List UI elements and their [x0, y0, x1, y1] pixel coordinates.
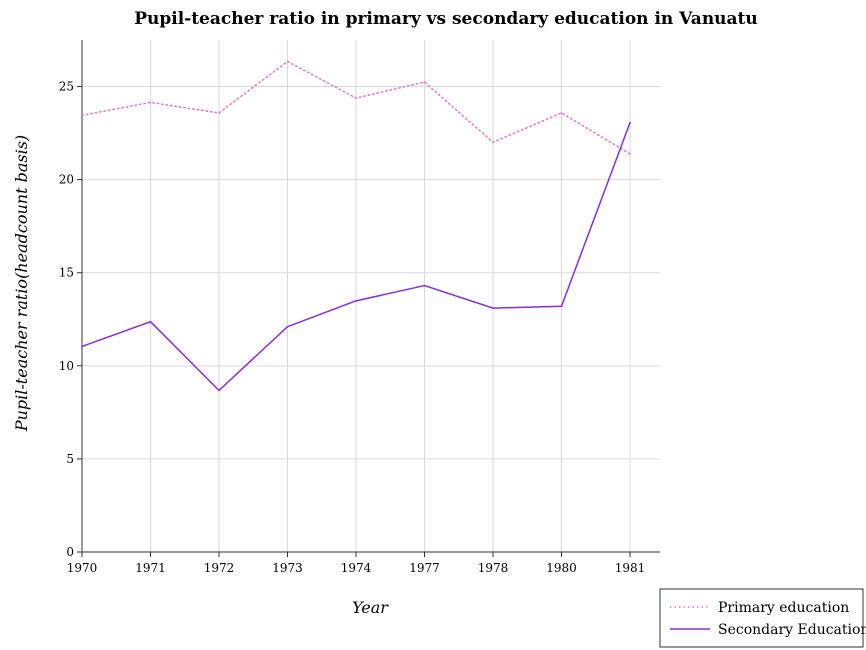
x-tick-label: 1971	[135, 561, 166, 575]
x-tick-labels: 1970 1971 1972 1973 1974 1977 1978 1980 1981	[67, 561, 646, 575]
data-point	[81, 345, 83, 348]
x-tick-label: 1972	[204, 561, 235, 575]
x-tick-label: 1977	[409, 561, 440, 575]
grid	[81, 40, 660, 553]
legend-label: Primary education	[718, 600, 849, 616]
data-point	[218, 389, 220, 392]
data-point	[286, 60, 289, 63]
y-tick-label: 15	[59, 266, 74, 280]
x-tick-label: 1974	[341, 561, 372, 575]
data-point	[218, 112, 220, 114]
y-tick-labels: 0 5 10 15 20 25	[59, 80, 74, 559]
data-point	[81, 114, 83, 117]
legend-box	[659, 588, 864, 648]
x-tick-label: 1980	[546, 561, 577, 575]
y-tick-label: 5	[66, 452, 74, 466]
data-point	[423, 284, 426, 287]
chart-title: Pupil-teacher ratio in primary vs second…	[134, 9, 758, 29]
data-point	[423, 81, 426, 83]
data-point	[629, 153, 631, 155]
data-point	[560, 305, 563, 308]
x-tick-label: 1970	[67, 561, 98, 575]
legend: Primary education Secondary Education	[659, 588, 866, 648]
y-tick-label: 20	[59, 173, 74, 187]
y-tick-label: 10	[59, 359, 74, 373]
x-axis-label: Year	[352, 598, 389, 617]
data-point	[355, 300, 357, 302]
y-tick-label: 0	[66, 545, 74, 559]
data-point	[149, 320, 152, 323]
series	[81, 60, 631, 392]
x-tick-label: 1978	[478, 561, 509, 575]
data-point	[560, 112, 563, 114]
y-tick-label: 25	[59, 80, 74, 94]
data-point	[355, 97, 357, 99]
y-axis-label: Pupil-teacher ratio(headcount basis)	[12, 135, 31, 432]
data-point	[492, 141, 494, 144]
data-point	[149, 101, 152, 104]
x-tick-label: 1973	[272, 561, 303, 575]
data-point	[629, 121, 631, 124]
data-point	[492, 307, 494, 309]
legend-label: Secondary Education	[718, 622, 866, 638]
axes	[77, 40, 660, 557]
data-point	[286, 325, 289, 328]
x-tick-label: 1981	[615, 561, 646, 575]
